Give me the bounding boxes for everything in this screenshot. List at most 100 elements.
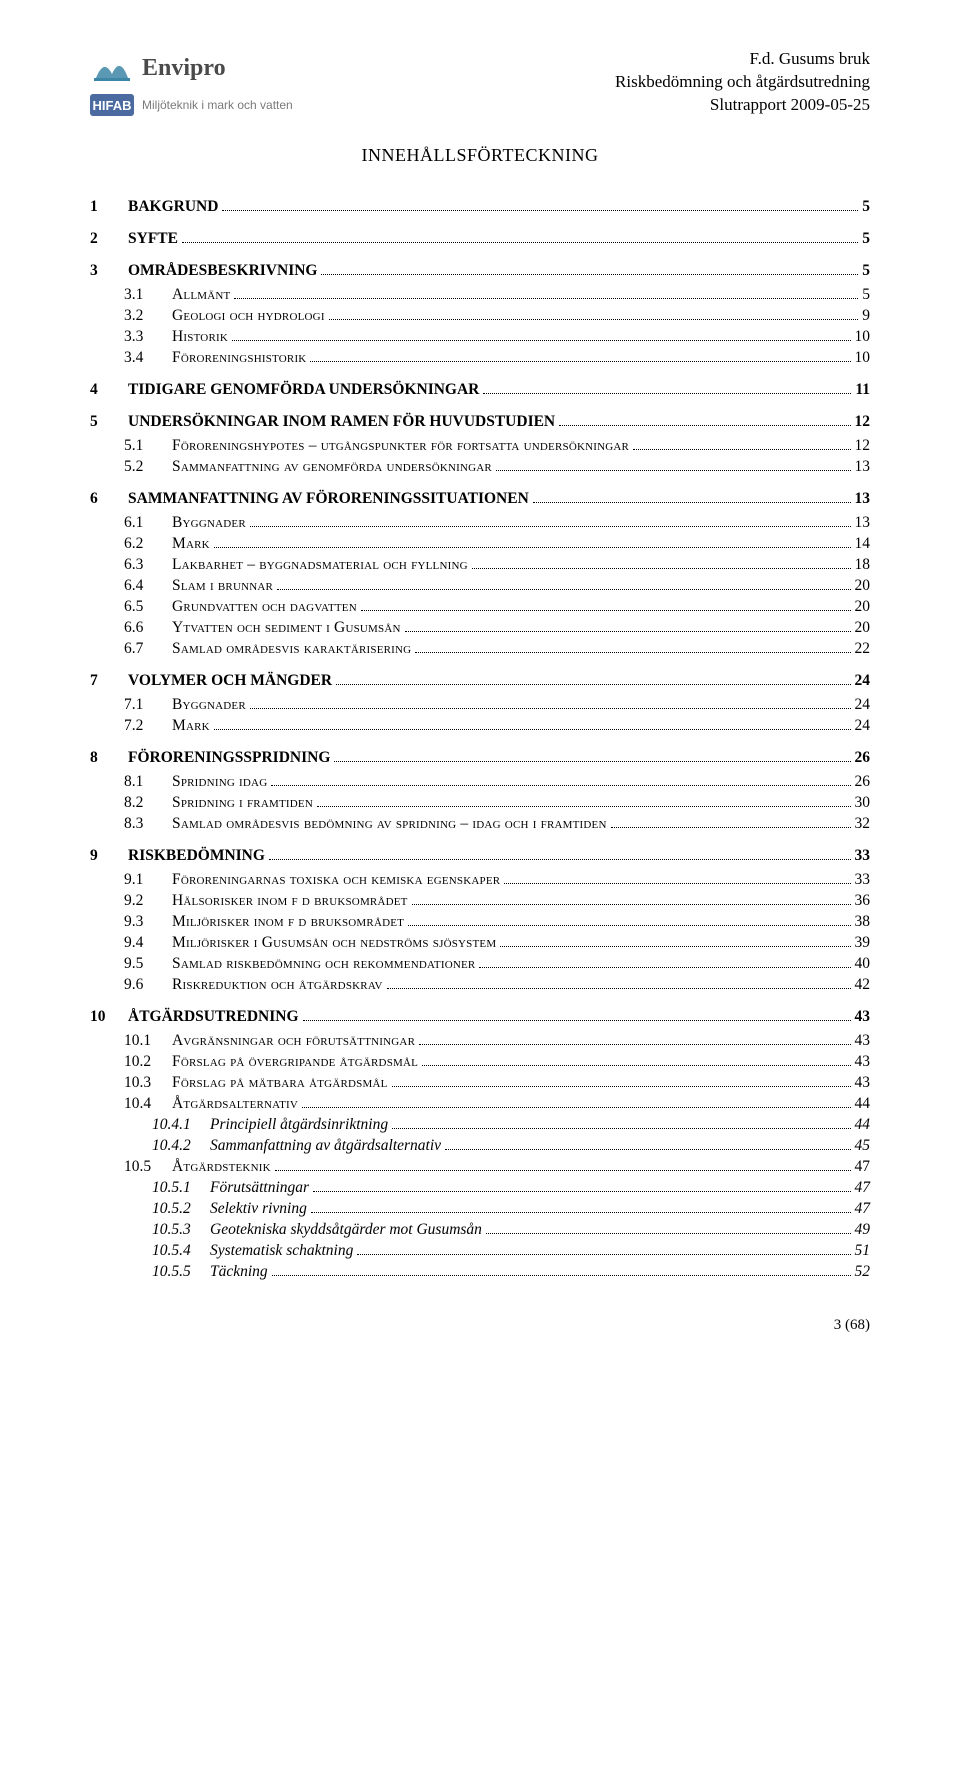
toc-leader-dots: [214, 729, 851, 730]
toc-label: Förslag på mätbara åtgärdsmål: [172, 1074, 388, 1092]
toc-label: Täckning: [210, 1263, 268, 1281]
toc-page: 13: [855, 458, 871, 476]
toc-row: 10.5.1Förutsättningar 47: [90, 1179, 870, 1197]
toc-leader-dots: [415, 652, 850, 653]
toc-label: Spridning idag: [172, 773, 267, 791]
toc-row: 6.5Grundvatten och dagvatten20: [90, 598, 870, 616]
meta-line-2: Riskbedömning och åtgärdsutredning: [615, 71, 870, 94]
toc-label: Hälsorisker inom f d bruksområdet: [172, 892, 408, 910]
toc-number: 10.5.2: [152, 1200, 210, 1218]
meta-line-3: Slutrapport 2009-05-25: [615, 94, 870, 117]
toc-label: SYFTE: [128, 230, 178, 248]
toc-page: 30: [855, 794, 871, 812]
toc-row: 6.2Mark14: [90, 535, 870, 553]
toc-page: 47: [855, 1158, 871, 1176]
toc-label: Ytvatten och sediment i Gusumsån: [172, 619, 401, 637]
toc-number: 10.5.3: [152, 1221, 210, 1239]
toc-label: Byggnader: [172, 514, 246, 532]
toc-label: ÅTGÄRDSUTREDNING: [128, 1008, 299, 1026]
hifab-icon: HIFAB: [90, 94, 134, 116]
toc-number: 10.5.1: [152, 1179, 210, 1197]
toc-label: Mark: [172, 717, 210, 735]
toc-label: FÖRORENINGSSPRIDNING: [128, 749, 330, 767]
toc-number: 1: [90, 198, 128, 216]
toc-leader-dots: [422, 1065, 850, 1066]
toc-number: 9.2: [124, 892, 172, 910]
toc-leader-dots: [250, 708, 851, 709]
toc-page: 10: [855, 349, 871, 367]
toc-page: 11: [855, 381, 870, 399]
toc-page: 44: [855, 1116, 871, 1134]
toc-number: 6.2: [124, 535, 172, 553]
toc-page: 49: [855, 1221, 871, 1239]
document-meta: F.d. Gusums bruk Riskbedömning och åtgär…: [615, 48, 870, 117]
toc-page: 9: [862, 307, 870, 325]
toc-leader-dots: [277, 589, 850, 590]
toc-label: Samlad områdesvis karaktärisering: [172, 640, 411, 658]
toc-leader-dots: [361, 610, 851, 611]
toc-label: Åtgärdsteknik: [172, 1158, 271, 1176]
toc-leader-dots: [486, 1233, 851, 1234]
toc-number: 8: [90, 749, 128, 767]
toc-row: 10.5.5Täckning 52: [90, 1263, 870, 1281]
toc-leader-dots: [357, 1254, 850, 1255]
hifab-logo: HIFAB Miljöteknik i mark och vatten: [90, 94, 293, 116]
toc-label: Miljörisker i Gusumsån och nedströms sjö…: [172, 934, 496, 952]
meta-line-1: F.d. Gusums bruk: [615, 48, 870, 71]
toc-page: 47: [855, 1179, 871, 1197]
toc-row: 9.2Hälsorisker inom f d bruksområdet 36: [90, 892, 870, 910]
toc-row: 8FÖRORENINGSSPRIDNING26: [90, 749, 870, 767]
toc-label: Samlad områdesvis bedömning av spridning…: [172, 815, 607, 833]
toc-page: 42: [855, 976, 871, 994]
toc-leader-dots: [533, 502, 851, 503]
toc-page: 43: [855, 1053, 871, 1071]
toc-row: 10ÅTGÄRDSUTREDNING43: [90, 1008, 870, 1026]
toc-title: INNEHÅLLSFÖRTECKNING: [90, 145, 870, 166]
toc-label: Slam i brunnar: [172, 577, 273, 595]
toc-label: Föroreningshistorik: [172, 349, 306, 367]
toc-row: 5.1Föroreningshypotes – utgångspunkter f…: [90, 437, 870, 455]
toc-label: Miljörisker inom f d bruksområdet: [172, 913, 404, 931]
toc-page: 36: [855, 892, 871, 910]
toc-label: Byggnader: [172, 696, 246, 714]
toc-row: 10.5.3Geotekniska skyddsåtgärder mot Gus…: [90, 1221, 870, 1239]
toc-leader-dots: [311, 1212, 851, 1213]
toc-row: 3OMRÅDESBESKRIVNING5: [90, 262, 870, 280]
toc-number: 10: [90, 1008, 128, 1026]
toc-number: 4: [90, 381, 128, 399]
toc-page: 5: [862, 198, 870, 216]
toc-leader-dots: [500, 946, 850, 947]
toc-number: 6.3: [124, 556, 172, 574]
toc-row: 10.2Förslag på övergripande åtgärdsmål43: [90, 1053, 870, 1071]
toc-leader-dots: [336, 684, 850, 685]
toc-label: Sammanfattning av genomförda undersöknin…: [172, 458, 492, 476]
toc-label: Systematisk schaktning: [210, 1242, 353, 1260]
toc-page: 20: [855, 619, 871, 637]
toc-row: 10.3Förslag på mätbara åtgärdsmål43: [90, 1074, 870, 1092]
toc-number: 3.3: [124, 328, 172, 346]
toc-label: Förutsättningar: [210, 1179, 309, 1197]
toc-row: 6.1Byggnader13: [90, 514, 870, 532]
toc-leader-dots: [504, 883, 850, 884]
toc-number: 5.1: [124, 437, 172, 455]
toc-number: 3.1: [124, 286, 172, 304]
toc-row: 3.4Föroreningshistorik10: [90, 349, 870, 367]
toc-row: 2SYFTE5: [90, 230, 870, 248]
toc-page: 12: [855, 437, 871, 455]
toc-page: 40: [855, 955, 871, 973]
toc-leader-dots: [313, 1191, 850, 1192]
toc-label: Åtgärdsalternativ: [172, 1095, 298, 1113]
toc-page: 10: [855, 328, 871, 346]
toc-leader-dots: [633, 449, 850, 450]
toc-leader-dots: [271, 785, 850, 786]
toc-number: 10.5.5: [152, 1263, 210, 1281]
toc-row: 9.4Miljörisker i Gusumsån och nedströms …: [90, 934, 870, 952]
toc-page: 52: [855, 1263, 871, 1281]
toc-number: 6: [90, 490, 128, 508]
toc-page: 47: [855, 1200, 871, 1218]
toc-row: 4TIDIGARE GENOMFÖRDA UNDERSÖKNINGAR11: [90, 381, 870, 399]
toc-row: 6SAMMANFATTNING AV FÖRORENINGSSITUATIONE…: [90, 490, 870, 508]
toc-number: 5.2: [124, 458, 172, 476]
toc-row: 9RISKBEDÖMNING33: [90, 847, 870, 865]
toc-page: 43: [855, 1074, 871, 1092]
